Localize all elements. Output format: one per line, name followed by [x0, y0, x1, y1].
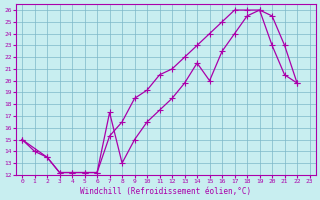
X-axis label: Windchill (Refroidissement éolien,°C): Windchill (Refroidissement éolien,°C) — [80, 187, 252, 196]
